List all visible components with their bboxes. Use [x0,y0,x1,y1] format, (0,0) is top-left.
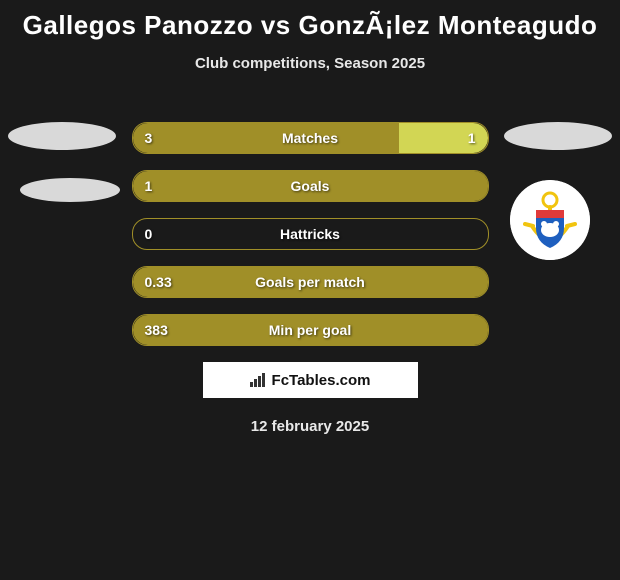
stat-label: Hattricks [133,219,488,249]
stat-row: 1Goals [132,170,489,202]
stat-label: Matches [133,123,488,153]
page-title: Gallegos Panozzo vs GonzÃ¡lez Monteagudo [0,0,620,41]
page: Gallegos Panozzo vs GonzÃ¡lez Monteagudo… [0,0,620,580]
stat-row: 31Matches [132,122,489,154]
stat-label: Goals per match [133,267,488,297]
stats-block: 31Matches 1Goals 0Hattricks 0.33Goals per m… [0,122,620,435]
stat-label: Min per goal [133,315,488,345]
brand-box: FcTables.com [203,362,418,398]
stat-label: Goals [133,171,488,201]
bar-chart-icon [250,373,268,387]
page-subtitle: Club competitions, Season 2025 [0,55,620,72]
footer-date: 12 february 2025 [0,418,620,435]
brand: FcTables.com [250,372,371,389]
stat-row: 0.33Goals per match [132,266,489,298]
brand-text: FcTables.com [272,372,371,389]
stat-row: 0Hattricks [132,218,489,250]
stat-row: 383Min per goal [132,314,489,346]
